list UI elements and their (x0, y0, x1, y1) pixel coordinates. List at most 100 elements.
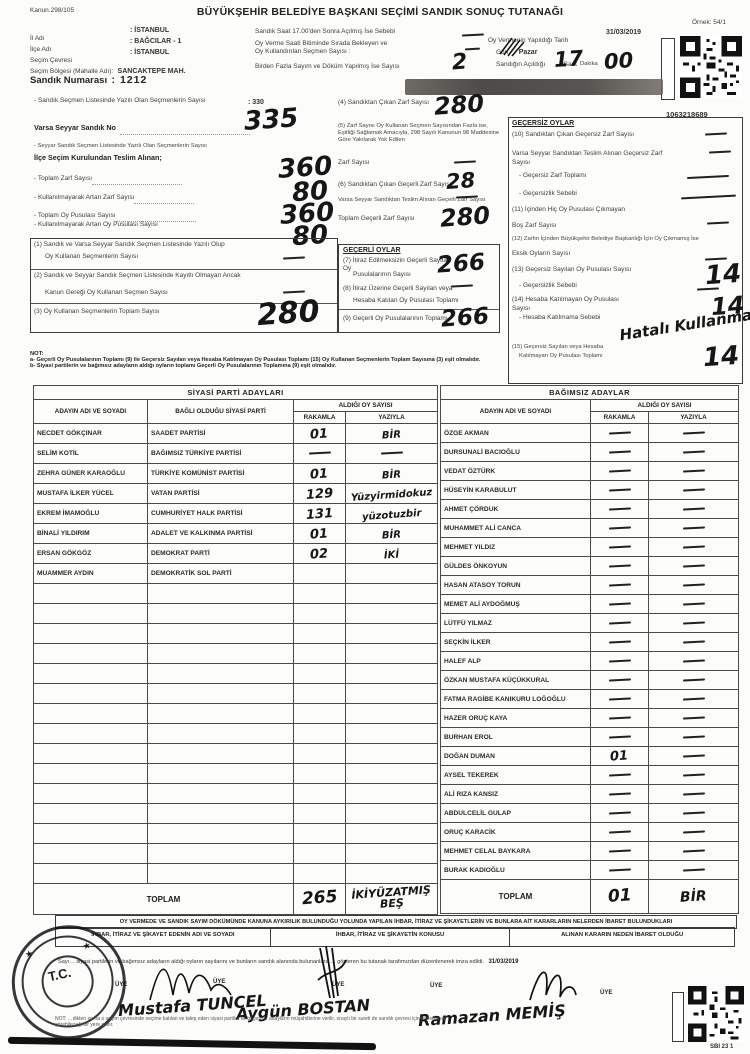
vote-count-words (648, 632, 739, 652)
party-col-name: ADAYIN ADI VE SOYADI (33, 399, 148, 424)
qr-side-strip-bottom (672, 992, 684, 1042)
vote-count-words (648, 860, 739, 880)
vote-count-words (648, 670, 739, 690)
vote-count-numeric (590, 841, 649, 861)
total-ballots-label: - Toplam Oy Pusulası Sayısı (34, 212, 116, 219)
bottom-note-line2: görebileceği bir yere asılır. (55, 1022, 114, 1028)
candidate-name: LÜTFÜ YILMAZ (440, 613, 591, 633)
candidate-name: NECDET GÖKÇINAR (33, 423, 148, 444)
invalid-votes-box: GEÇERSİZ OYLAR (10) Sandıktan Çıkan Geçe… (508, 117, 750, 384)
waiting-voters-label-2: Oy Kullandırılan Seçmen Sayısı : (255, 48, 351, 56)
candidate-name: ZEHRA GÜNER KARAOĞLU (33, 463, 148, 484)
handwritten-value: 129 (305, 485, 334, 503)
invalid-total-label: - Geçersiz Zarf Toplamı (519, 172, 587, 179)
vote-count-words (344, 443, 439, 464)
independent-row: AYSEL TEKEREK (440, 765, 739, 785)
mobile-box-label: Varsa Seyyar Sandık No (34, 123, 116, 132)
empty-party-row (33, 643, 439, 664)
vote-count-words: BİR (344, 523, 439, 544)
vote-count-numeric (590, 822, 649, 842)
party-row: MUSTAFA İLKER YÜCEL VATAN PARTİSİ 129 Yüzyi… (33, 483, 439, 504)
vote-count-numeric (590, 651, 649, 671)
empty-party-row (33, 583, 439, 604)
field6-label: (6) Sandıktan Çıkan Geçerli Zarf Sayısı (338, 181, 452, 188)
party-name: ADALET VE KALKINMA PARTİSİ (147, 523, 294, 544)
constituency-value: : İSTANBUL (130, 49, 170, 56)
scan-artifact-bar (7, 1036, 377, 1051)
independent-row: DOĞAN DUMAN 01 (440, 746, 739, 766)
field1-dash (282, 256, 306, 260)
empty-party-row (33, 623, 439, 644)
handwritten-dash (682, 487, 705, 492)
candidate-name: ERSAN GÖKGÖZ (33, 543, 148, 564)
handwritten-dash (608, 449, 631, 454)
vote-count-words (648, 746, 739, 766)
field5-label2: Zarf Sayısı (338, 159, 370, 166)
party-row: EKREM İMAMOĞLU CUMHURİYET HALK PARTİSİ 131… (33, 503, 439, 524)
vote-count-numeric: 01 (293, 523, 346, 544)
empty-party-row (33, 763, 439, 784)
handwritten-dash (608, 810, 631, 815)
vote-count-numeric (590, 575, 649, 595)
vote-count-numeric (293, 563, 346, 584)
vote-count-numeric (590, 708, 649, 728)
independent-row: AHMET ÇÖRDUK (440, 499, 739, 519)
independent-col-votes: ALDIĞI OY SAYISI (590, 399, 739, 412)
field14-reason-label: - Hesaba Katılmama Sebebi (519, 314, 601, 321)
field1-label: (1) Sandık ve Varsa Seyyar Sandık Seçmen… (34, 241, 225, 248)
handwritten-dash (682, 753, 705, 758)
member-label-3: ÜYE (332, 982, 345, 988)
candidate-name: AHMET ÇÖRDUK (440, 499, 591, 519)
field7-value: 266 (436, 249, 486, 279)
independent-col-name: ADAYIN ADI VE SOYADI (440, 399, 591, 424)
handwritten-value: 02 (309, 545, 330, 563)
independent-row: BURAK KADIOĞLU (440, 860, 739, 880)
field11-label: (11) İçinden Hiç Oy Pusulası Çıkmayan (512, 206, 625, 213)
vote-count-numeric (590, 442, 649, 462)
handwritten-value: yüzotuzbir (361, 507, 422, 523)
minute-value: 00 (603, 48, 635, 74)
field3-value: 280 (255, 293, 321, 334)
vote-count-words (648, 480, 739, 500)
field3-label: (3) Oy Kullanan Seçmenlerin Toplam Sayıs… (34, 308, 160, 315)
mobile-invalid-label2: Sayısı (512, 159, 531, 166)
vote-count-words: yüzotuzbir (344, 503, 439, 524)
vote-count-words (648, 613, 739, 633)
qr-side-strip (661, 38, 675, 100)
handwritten-dash (608, 506, 631, 511)
vote-count-words: BİR (344, 463, 439, 484)
handwritten-value: 01 (309, 525, 330, 543)
field10-label: (10) Sandıktan Çıkan Geçersiz Zarf Sayıs… (512, 131, 635, 138)
member-label-5: ÜYE (600, 990, 613, 996)
empty-party-row (33, 843, 439, 864)
page-title: BÜYÜKŞEHİR BELEDİYE BAŞKANI SEÇİMİ SANDI… (196, 6, 564, 18)
vote-count-numeric (590, 727, 649, 747)
candidate-name: BURHAN EROL (440, 727, 591, 747)
vote-count-numeric (590, 803, 649, 823)
field1-label2: Oy Kullanan Seçmenlerin Sayısı (45, 253, 139, 260)
independent-row: MEMET ALİ AYDOĞMUŞ (440, 594, 739, 614)
vote-count-words (648, 651, 739, 671)
signature-mark-3 (529, 971, 577, 1001)
vote-count-words (648, 537, 739, 557)
independent-table-title: BAĞIMSIZ ADAYLAR (440, 385, 739, 400)
handwritten-dash (682, 867, 705, 872)
vote-count-numeric (590, 556, 649, 576)
decision-col: ALINAN KARARIN NEDEN İBARET OLDUĞU (510, 927, 735, 947)
candidate-name: ÖZGE AKMAN (440, 423, 591, 443)
candidate-name: MUHAMMET ALİ CANCA (440, 518, 591, 538)
vote-count-words: Yüzyirmidokuz (344, 483, 439, 504)
handwritten-dash (608, 620, 631, 625)
empty-party-row (33, 783, 439, 804)
party-row: NECDET GÖKÇINAR SAADET PARTİSİ 01 BİR (33, 423, 439, 444)
independent-row: MUHAMMET ALİ CANCA (440, 518, 739, 538)
late-open-label: Sandık Saat 17.00'den Sonra Açılmış İse … (255, 28, 395, 35)
handwritten-dash (608, 601, 631, 606)
independent-row: ÖZGE AKMAN (440, 423, 739, 443)
member-label-4: ÜYE (430, 983, 443, 989)
vote-count-words (648, 708, 739, 728)
empty-party-row (33, 663, 439, 684)
party-total-num: 265 (301, 886, 338, 910)
vote-count-numeric (590, 461, 649, 481)
top-middle-fields: Sandık Saat 17.00'den Sonra Açılmış İse … (255, 28, 485, 72)
